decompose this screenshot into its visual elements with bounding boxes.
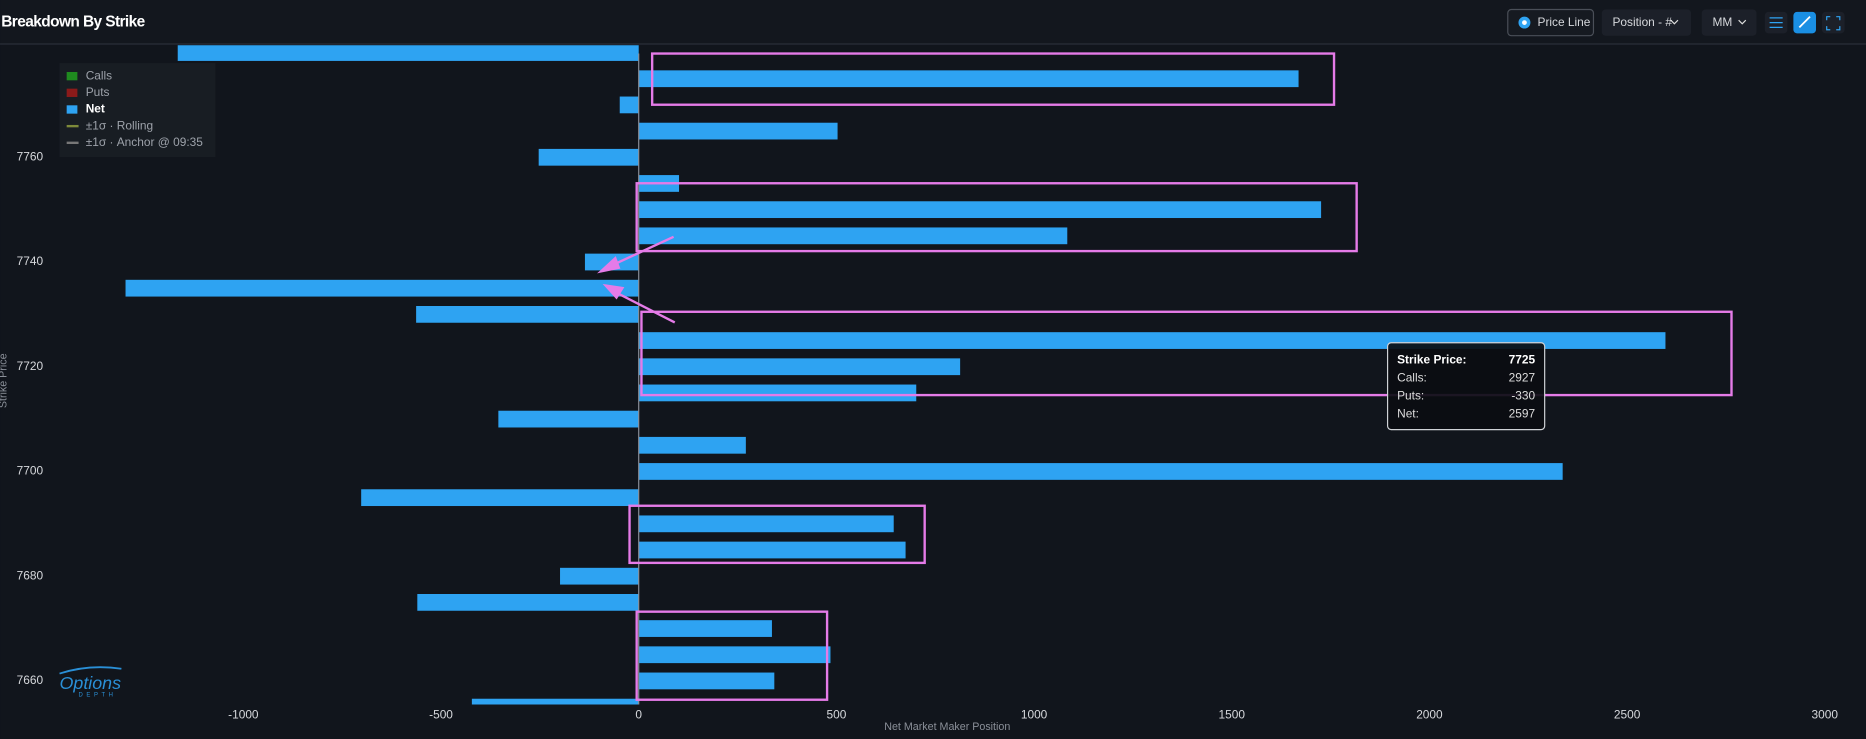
bar [416, 305, 639, 323]
x-tick-label: -500 [429, 707, 453, 721]
fullscreen-icon[interactable] [1826, 16, 1841, 31]
bar [638, 646, 831, 664]
y-tick-label: 7760 [17, 149, 44, 163]
annotation-arrow [608, 235, 675, 268]
tooltip-value: 2927 [1509, 371, 1536, 385]
annotation-box [628, 504, 926, 565]
tooltip-value: 2597 [1509, 406, 1536, 420]
tooltip-box [1386, 342, 1546, 431]
x-tick-label: 2500 [1614, 707, 1641, 721]
button-frame[interactable] [1507, 8, 1595, 37]
x-tick-label: 2000 [1416, 707, 1443, 721]
legend-items: Calls Puts Net ±1σ · Rolling ±1σ · Anchor @ … [66, 68, 204, 149]
annotation-arrow [615, 291, 676, 324]
bar [638, 358, 961, 376]
legend-label: Calls [86, 68, 112, 82]
x-tick-label: 500 [826, 707, 846, 721]
logo: Options DEPTH [59, 666, 122, 699]
logo-swoosh [59, 666, 122, 675]
tooltip-label: Puts: [1397, 388, 1424, 402]
legend-label: ±1σ · Rolling [86, 118, 153, 132]
bar [471, 698, 639, 705]
legend-label: ±1σ · Anchor @ 09:35 [86, 135, 204, 149]
price-line-button[interactable]: Price Line [1507, 8, 1595, 37]
button-frame[interactable] [1701, 9, 1757, 36]
annotation-box [635, 610, 829, 701]
x-tick-label: 1000 [1021, 707, 1048, 721]
legend-label: Puts [86, 85, 110, 99]
tooltip-rows: Calls: 2927 Puts: -330 Net: 2597 [1397, 371, 1535, 421]
bar [538, 148, 639, 166]
legend-box [59, 63, 216, 158]
bar [638, 70, 1299, 88]
tooltip-label: Calls: [1397, 371, 1427, 385]
y-axis-title: Strike Price [0, 353, 9, 408]
x-axis-title: Net Market Maker Position [884, 721, 1010, 733]
link-icon[interactable] [1798, 16, 1811, 29]
tooltip-value: -330 [1511, 388, 1535, 402]
tooltip-title-value: 7725 [1509, 353, 1536, 367]
x-tick-label: -1000 [228, 707, 259, 721]
annotation-box [635, 182, 1358, 253]
button-label[interactable]: MM [1712, 15, 1732, 29]
legend: Calls Puts Net ±1σ · Rolling ±1σ · Anchor @ … [59, 63, 216, 158]
y-tick-label: 7680 [17, 568, 44, 582]
logo-name: Options [60, 673, 122, 693]
bar [498, 410, 639, 428]
annotation-box [640, 310, 1733, 397]
annotations [597, 52, 1733, 701]
settings-icon[interactable] [1769, 17, 1783, 28]
axes: -1000 -500 0 500 1000 1500 2000 2500 3000 7660 768… [0, 149, 1838, 733]
annotation-arrowhead [602, 283, 625, 300]
bar [177, 45, 639, 61]
tooltip: Strike Price: 7725 Calls: 2927 Puts: -330 Ne… [1386, 342, 1546, 431]
annotation-arrowhead [597, 256, 621, 274]
button-icon-dot[interactable] [1522, 20, 1527, 25]
annotation-box [650, 52, 1336, 106]
fullscreen-button[interactable] [1821, 11, 1845, 34]
bar [638, 620, 772, 637]
plot-area [125, 45, 1666, 705]
x-tick-label: 1500 [1219, 707, 1246, 721]
bar [638, 463, 1563, 480]
tooltip-title: Strike Price: [1397, 353, 1466, 367]
bar [638, 122, 838, 140]
bar [638, 384, 917, 402]
legend-swatch [66, 88, 78, 97]
bar [638, 672, 775, 690]
bar [560, 567, 639, 585]
bar [638, 541, 906, 559]
button-label[interactable]: Price Line [1538, 15, 1591, 29]
position-dropdown[interactable]: Position - # [1601, 9, 1692, 36]
chevron[interactable] [1670, 19, 1679, 25]
chevron[interactable] [1738, 19, 1747, 25]
bar [619, 96, 639, 114]
y-tick-label: 7720 [17, 359, 44, 373]
x-tick-label: 3000 [1812, 707, 1839, 721]
bar [125, 279, 639, 297]
legend-label: Net [86, 102, 105, 116]
bar [638, 436, 746, 454]
legend-swatch [66, 71, 78, 81]
bar [638, 227, 1068, 245]
legend-swatch [66, 105, 78, 114]
tooltip-label: Net: [1397, 406, 1419, 420]
button-label[interactable]: Position - # [1612, 15, 1672, 29]
y-tick-label: 7660 [17, 673, 44, 687]
button-frame[interactable] [1601, 9, 1692, 36]
bar [417, 594, 639, 611]
mm-dropdown[interactable]: MM [1701, 9, 1757, 36]
page-title: Breakdown By Strike [1, 14, 145, 31]
bar [638, 201, 1322, 219]
bar [361, 489, 639, 507]
logo-sub: DEPTH [79, 693, 117, 699]
bar [638, 515, 894, 533]
x-tick-label: 0 [635, 707, 642, 721]
y-tick-label: 7740 [17, 254, 44, 268]
y-tick-label: 7700 [17, 464, 44, 478]
